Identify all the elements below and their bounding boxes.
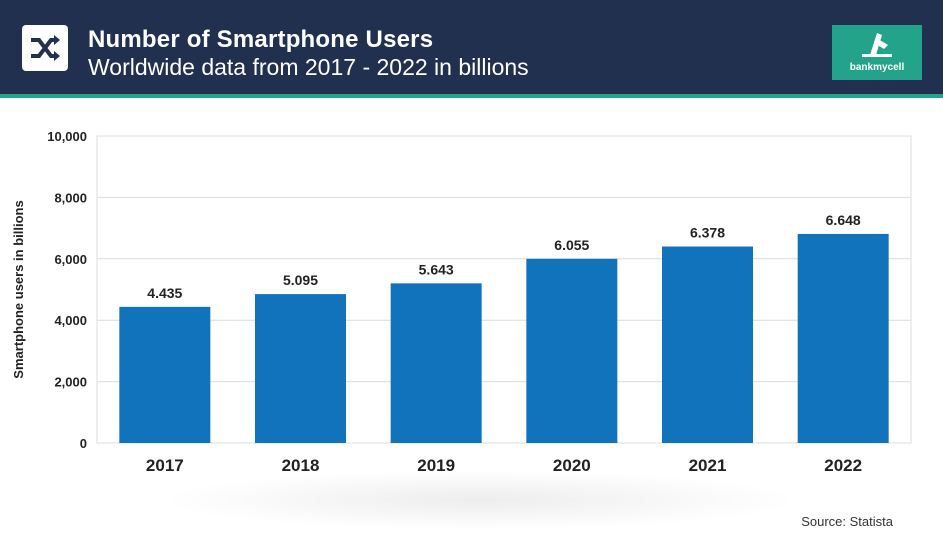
data-label: 5.643 bbox=[419, 261, 454, 277]
logo-mark-icon bbox=[862, 33, 892, 57]
bars bbox=[119, 233, 889, 443]
bar-2018 bbox=[255, 294, 346, 443]
y-tick-label: 4,000 bbox=[54, 313, 87, 328]
x-tick-label: 2017 bbox=[146, 456, 184, 475]
x-tick-label: 2018 bbox=[282, 456, 320, 475]
data-label: 5.095 bbox=[283, 272, 318, 288]
bar-2019 bbox=[390, 283, 482, 443]
y-tick-label: 6,000 bbox=[54, 252, 87, 267]
x-tick-label: 2022 bbox=[824, 456, 862, 475]
logo-text: bankmycell bbox=[849, 62, 905, 73]
y-axis-label: Smartphone users in billions bbox=[11, 200, 26, 378]
chart-title: Number of Smartphone Users bbox=[88, 26, 434, 53]
x-tick-label: 2020 bbox=[553, 456, 591, 475]
y-tick-label: 2,000 bbox=[54, 375, 87, 390]
grid-lines bbox=[96, 135, 912, 444]
data-label: 6.055 bbox=[554, 237, 589, 253]
header-banner: Number of Smartphone Users Worldwide dat… bbox=[0, 0, 943, 98]
shadow-decoration bbox=[160, 470, 800, 530]
bar-2017 bbox=[119, 306, 211, 443]
source-note: Source: Statista bbox=[801, 514, 893, 529]
y-tick-label: 10,000 bbox=[47, 129, 87, 144]
bar-2022 bbox=[797, 233, 889, 443]
data-label: 4.435 bbox=[147, 285, 182, 301]
data-label: 6.378 bbox=[690, 225, 725, 241]
x-tick-label: 2019 bbox=[417, 456, 455, 475]
y-tick-label: 8,000 bbox=[54, 190, 87, 205]
data-label: 6.648 bbox=[826, 212, 861, 228]
y-tick-label: 0 bbox=[80, 436, 87, 451]
shuffle-icon bbox=[22, 25, 68, 71]
plot-frame bbox=[96, 135, 912, 444]
labels: 0 2,000 4,000 6,000 8,000 10,000 Smartphone us… bbox=[11, 129, 862, 475]
bankmycell-logo: bankmycell bbox=[832, 25, 922, 80]
bar-2020 bbox=[526, 258, 618, 443]
x-tick-label: 2021 bbox=[689, 456, 727, 475]
chart-subtitle: Worldwide data from 2017 - 2022 in billi… bbox=[88, 54, 529, 80]
bar-2021 bbox=[662, 246, 753, 443]
